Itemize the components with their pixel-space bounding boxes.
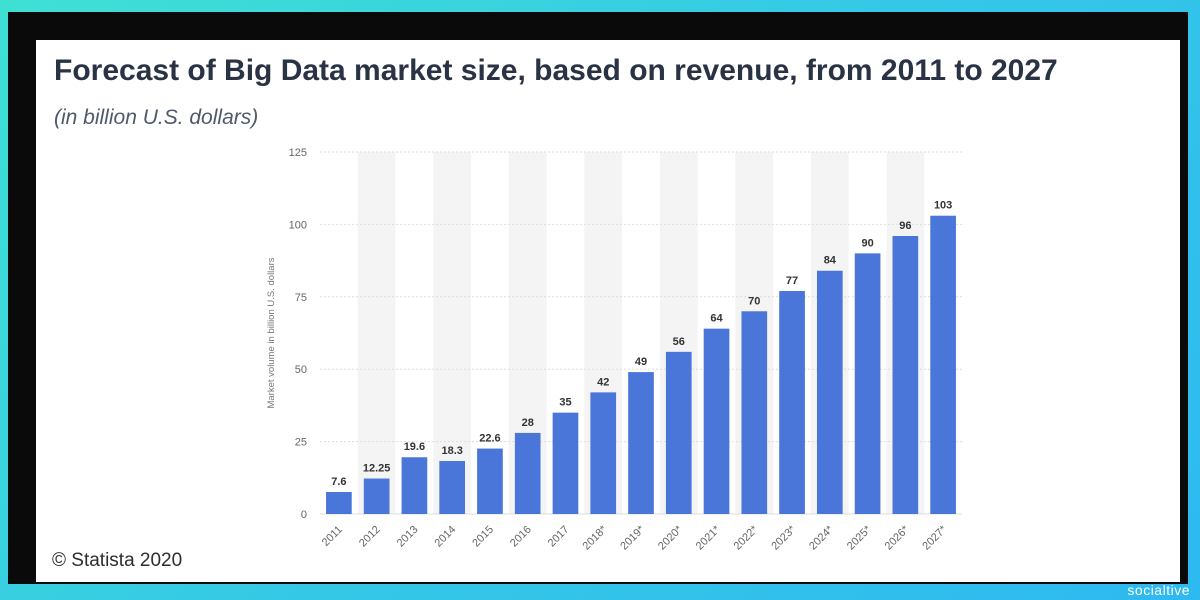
bar[interactable] — [401, 457, 428, 514]
x-tick-label: 2024* — [807, 523, 836, 552]
y-axis-ticks: 0 25 50 75 100 125 — [289, 147, 307, 521]
x-tick-label: 2015 — [470, 524, 496, 550]
data-label: 42 — [597, 376, 609, 388]
data-label: 18.3 — [441, 445, 462, 457]
bar[interactable] — [326, 491, 352, 514]
x-tick-label: 2014 — [432, 524, 458, 550]
x-tick-label: 2026* — [883, 523, 912, 552]
data-label: 77 — [786, 275, 798, 287]
x-tick-label: 2027* — [920, 523, 949, 552]
y-tick-label: 50 — [295, 364, 307, 376]
data-label: 35 — [559, 397, 571, 409]
y-axis-title: Market volume in billion U.S. dollars — [266, 257, 277, 408]
bar[interactable] — [477, 448, 503, 514]
data-label: 64 — [710, 313, 723, 325]
x-tick-label: 2012 — [357, 524, 383, 550]
data-label: 22.6 — [479, 433, 500, 445]
bar[interactable] — [703, 328, 730, 514]
bar[interactable] — [779, 291, 805, 514]
bar[interactable] — [514, 432, 541, 514]
x-tick-label: 2013 — [395, 524, 421, 550]
data-label: 12.25 — [363, 463, 391, 475]
bar[interactable] — [590, 392, 617, 514]
bar[interactable] — [552, 412, 579, 514]
data-label: 90 — [861, 237, 873, 249]
chart-title: Forecast of Big Data market size, based … — [54, 54, 1058, 87]
data-labels: 7.6 12.25 19.6 18.3 22.6 28 35 42 49 56 64 70 77 84 90… — [331, 200, 952, 488]
y-tick-label: 125 — [289, 147, 307, 159]
y-tick-label: 75 — [295, 292, 307, 304]
x-tick-label: 2021* — [694, 523, 723, 552]
chart-card: Forecast of Big Data market size, based … — [36, 40, 1180, 582]
x-tick-label: 2011 — [320, 524, 345, 549]
x-tick-label: 2017 — [546, 524, 572, 550]
x-tick-label: 2019* — [618, 523, 647, 552]
data-label: 103 — [934, 200, 952, 212]
data-label: 96 — [899, 220, 911, 232]
bar[interactable] — [854, 253, 881, 515]
data-label: 70 — [748, 295, 760, 307]
bar[interactable] — [741, 311, 768, 514]
bar[interactable] — [816, 270, 843, 514]
data-label: 49 — [635, 356, 647, 368]
y-tick-label: 100 — [289, 219, 307, 231]
data-label: 7.6 — [331, 476, 346, 488]
chart-subtitle: (in billion U.S. dollars) — [54, 106, 259, 129]
x-tick-label: 2023* — [769, 523, 798, 552]
x-tick-label: 2022* — [732, 523, 761, 552]
x-tick-label: 2018* — [581, 523, 610, 552]
screenshot-frame: Forecast of Big Data market size, based … — [8, 12, 1188, 584]
background-band — [433, 152, 472, 514]
bar[interactable] — [930, 215, 956, 514]
data-label: 19.6 — [404, 441, 425, 453]
data-label: 84 — [824, 255, 837, 267]
brand-watermark: socialtive — [1127, 582, 1190, 598]
bars — [326, 215, 956, 515]
x-tick-label: 2025* — [845, 523, 874, 552]
bar[interactable] — [628, 372, 654, 514]
x-axis-ticks: 2011 2012 2013 2014 2015 2016 2017 2018* 2019* 20… — [320, 523, 950, 552]
bar[interactable] — [892, 235, 919, 514]
data-label: 28 — [522, 417, 534, 429]
bar[interactable] — [363, 478, 390, 514]
bar[interactable] — [439, 461, 466, 514]
y-tick-label: 0 — [301, 509, 307, 521]
x-tick-label: 2016 — [508, 524, 534, 550]
bar[interactable] — [665, 351, 692, 514]
background-band — [357, 152, 396, 514]
x-tick-label: 2020* — [656, 523, 685, 552]
copyright-text: © Statista 2020 — [52, 550, 183, 571]
data-label: 56 — [673, 336, 685, 348]
bar-chart: 0 25 50 75 100 125 7.6 12.25 19.6 18.3 22.6 28 35 42… — [266, 147, 962, 552]
y-tick-label: 25 — [295, 437, 307, 449]
